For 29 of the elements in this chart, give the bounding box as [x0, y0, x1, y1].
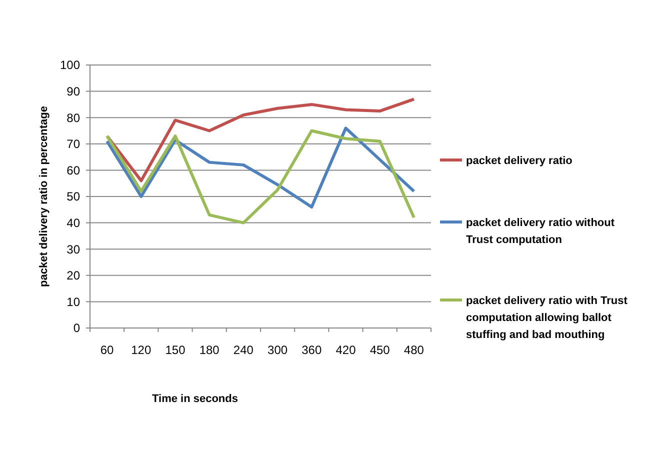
y-axis-title: packet delivery ratio in percentage	[38, 106, 50, 287]
y-tick-label: 50	[66, 190, 80, 204]
line-series	[106, 129, 416, 224]
legend-label: packet delivery ratio with Trust computation allowing ballot stuffing and bad mouthing	[466, 294, 628, 341]
line-series	[106, 98, 416, 182]
x-tick-label: 480	[404, 343, 424, 357]
x-tick-label: 120	[131, 343, 152, 357]
x-tick-label: 180	[199, 343, 220, 357]
x-tick-label: 450	[370, 343, 390, 357]
y-tick-label: 100	[60, 58, 80, 72]
x-tick-label: 240	[233, 343, 254, 357]
y-tick-label: 30	[66, 242, 80, 256]
x-tick-label: 300	[268, 343, 288, 357]
y-tick-label: 70	[66, 137, 80, 152]
x-axis-title: Time in seconds	[152, 393, 238, 405]
y-tick-label: 60	[66, 163, 80, 178]
x-tick-label: 60	[100, 343, 114, 357]
y-tick-label: 20	[66, 268, 80, 283]
x-tick-label: 360	[302, 343, 322, 357]
line-series	[106, 126, 416, 209]
y-tick-label: 0	[73, 321, 80, 336]
x-tick-label: 150	[165, 343, 186, 357]
y-tick-label: 90	[66, 84, 80, 98]
y-tick-label: 80	[66, 110, 80, 125]
y-tick-label: 40	[66, 216, 80, 230]
y-tick-label: 10	[66, 294, 80, 309]
x-tick-label: 420	[336, 343, 356, 357]
legend-label: packet delivery ratio without Trust computation	[466, 216, 615, 246]
legend-label: packet delivery ratio	[466, 154, 573, 167]
